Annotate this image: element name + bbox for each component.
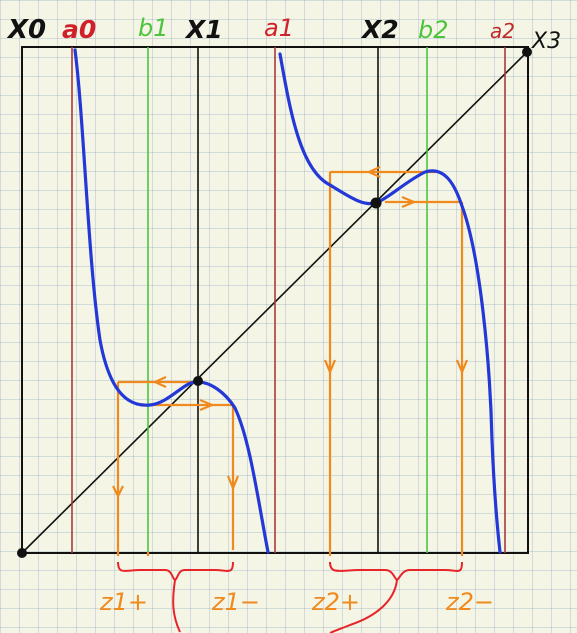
blue-curve-2 (278, 52, 502, 554)
brace-z1-tail (172, 579, 181, 633)
brace-z2 (329, 561, 463, 582)
label-x2: X2 (360, 15, 399, 44)
blue-curve-1 (73, 48, 270, 554)
label-b1: b1 (138, 14, 169, 42)
label-x3: X3 (531, 29, 561, 54)
label-a2: a2 (490, 19, 515, 43)
point-x3 (522, 47, 532, 57)
brace-z1 (117, 561, 234, 582)
orange-arrows-right (323, 165, 469, 556)
point-x2 (370, 197, 382, 209)
orange-arrows-left (112, 375, 240, 556)
point-x0 (17, 548, 27, 558)
point-x1 (193, 376, 203, 386)
label-z2-minus: z2− (445, 588, 494, 616)
label-x0: X0 (6, 15, 46, 45)
label-z1-plus: z1+ (99, 588, 148, 616)
label-a0: a0 (62, 15, 96, 44)
label-z2-plus: z2+ (311, 588, 360, 616)
label-b2: b2 (418, 16, 449, 44)
brace-connector (329, 579, 398, 633)
label-z1-minus: z1− (211, 588, 260, 616)
label-x1: X1 (184, 15, 223, 44)
label-a1: a1 (264, 14, 294, 42)
